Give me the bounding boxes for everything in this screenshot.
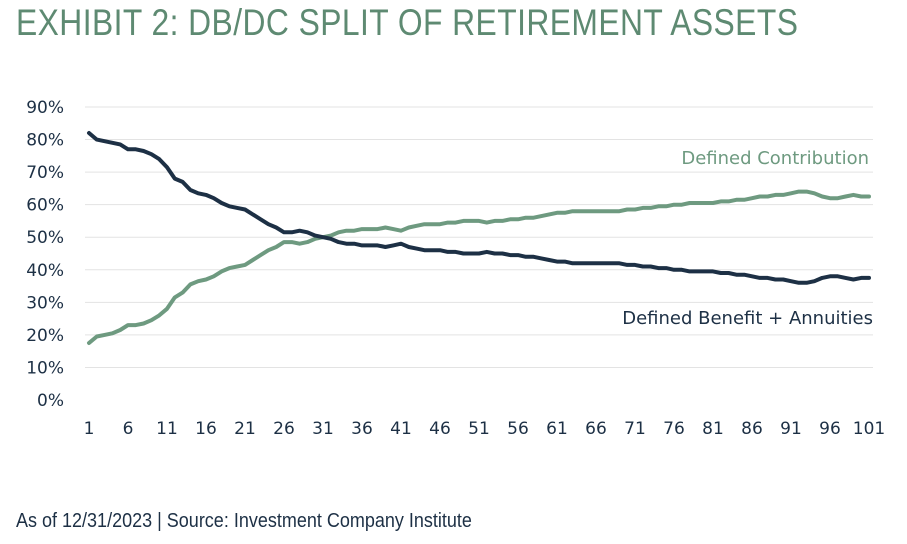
series-label-defined-contribution: Defined Contribution [681, 148, 869, 169]
series-label-defined-benefit: Defined Benefit + Annuities [622, 308, 873, 329]
x-tick-label: 16 [195, 419, 217, 439]
x-tick-label: 76 [663, 419, 685, 439]
gridlines [85, 106, 873, 368]
x-tick-label: 6 [123, 419, 134, 439]
y-tick-label: 30% [26, 293, 64, 313]
x-tick-label: 96 [819, 419, 841, 439]
x-tick-label: 61 [546, 419, 568, 439]
y-tick-label: 40% [26, 261, 64, 281]
y-tick-label: 80% [26, 131, 64, 151]
x-tick-label: 71 [624, 419, 646, 439]
series-line-defined-contribution [87, 189, 871, 345]
x-tick-label: 101 [853, 419, 885, 439]
x-tick-label: 36 [351, 419, 373, 439]
x-tick-label: 31 [312, 419, 334, 439]
x-tick-label: 66 [585, 419, 607, 439]
y-tick-label: 70% [26, 163, 64, 183]
x-tick-label: 86 [741, 419, 763, 439]
x-tick-label: 81 [702, 419, 724, 439]
x-tick-label: 91 [780, 419, 802, 439]
x-tick-label: 21 [234, 419, 256, 439]
series-line-defined-benefit [87, 131, 871, 285]
source-footnote: As of 12/31/2023 | Source: Investment Co… [16, 510, 472, 532]
y-tick-label: 10% [26, 358, 64, 378]
x-tick-label: 51 [468, 419, 490, 439]
series-lines [87, 131, 871, 345]
x-tick-label: 26 [273, 419, 295, 439]
y-axis-ticks: 90% 80% 70% 60% 50% 40% 30% 20% 10% 0% [26, 98, 64, 411]
y-tick-label: 90% [26, 98, 64, 118]
y-tick-label: 60% [26, 196, 64, 216]
y-tick-label: 20% [26, 326, 64, 346]
x-tick-label: 56 [507, 419, 529, 439]
y-tick-label: 0% [37, 391, 64, 411]
x-tick-label: 1 [84, 419, 95, 439]
x-axis-ticks: 1 6 11 16 21 26 31 36 41 46 51 56 61 66 71 76 81 86 91 96 10… [84, 419, 886, 439]
y-tick-label: 50% [26, 228, 64, 248]
x-tick-label: 11 [156, 419, 178, 439]
line-chart: 90%80%70%60%50%40%30%20%10%0% 1 6 11 16 21 26… [26, 98, 886, 439]
x-tick-label: 46 [429, 419, 451, 439]
x-tick-label: 41 [390, 419, 412, 439]
chart-title: EXHIBIT 2: DB/DC SPLIT OF RETIREMENT ASS… [16, 2, 799, 43]
